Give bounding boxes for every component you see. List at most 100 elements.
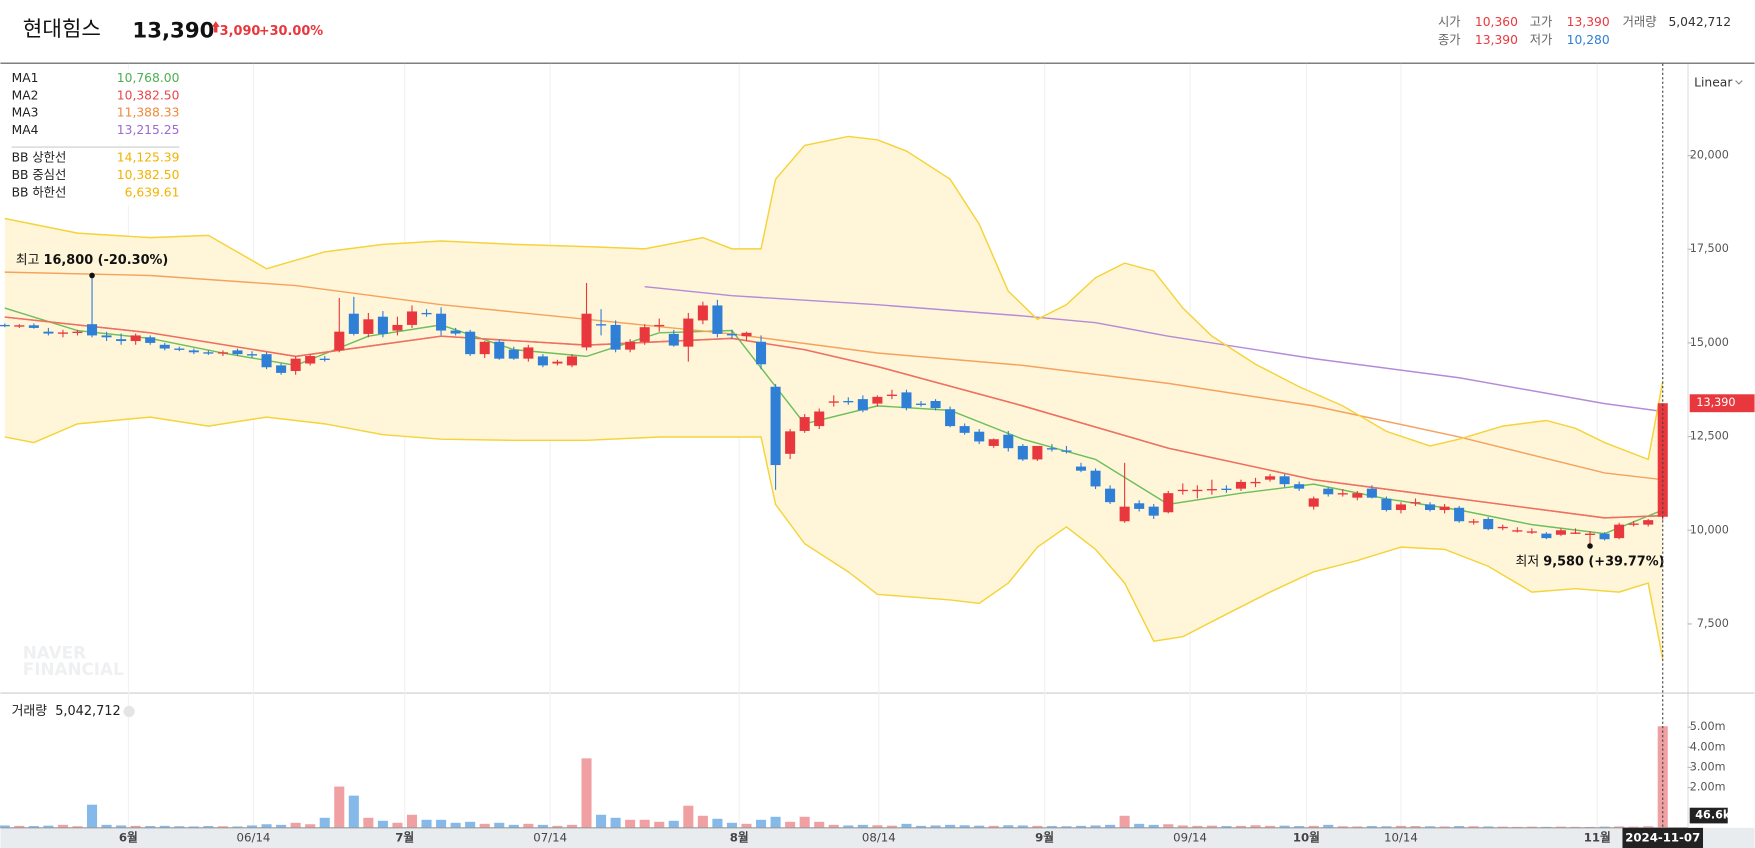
candle-body <box>43 331 54 334</box>
extreme-dot <box>1587 543 1593 549</box>
volume-bar <box>1454 826 1465 828</box>
volume-bar <box>145 826 156 828</box>
y-tick-label: 15,000 <box>1690 336 1729 349</box>
indicator-line <box>4 135 1664 461</box>
stat-label: 고가 <box>1530 15 1553 29</box>
scale-menu[interactable]: Linear <box>1694 75 1733 89</box>
candle-body <box>537 356 548 366</box>
indicator-line <box>644 285 1663 413</box>
stat-label: 종가 <box>1438 33 1461 47</box>
legend-value: 11,388.33 <box>117 106 180 120</box>
x-tick-label: 06/14 <box>237 830 271 844</box>
y-tick-label: 5.00m <box>1690 720 1726 733</box>
legend-value: 10,768.00 <box>117 71 180 85</box>
volume-bar <box>1148 824 1159 828</box>
volume-bar <box>0 825 10 828</box>
volume-bar <box>930 825 941 828</box>
candle-body <box>1570 532 1581 534</box>
volume-bar <box>915 825 927 828</box>
candle-body <box>1643 520 1654 525</box>
candle-body <box>915 403 927 405</box>
volume-bar <box>363 817 374 828</box>
legend-bg <box>4 69 187 206</box>
volume-bar <box>1061 826 1072 828</box>
legend-name: MA3 <box>12 106 39 120</box>
legend-name: BB 하한선 <box>12 186 67 200</box>
y-tick-label: 10,000 <box>1690 523 1729 536</box>
volume-bar <box>581 758 592 828</box>
legend-value: 10,382.50 <box>117 168 180 182</box>
volume-bar <box>494 822 505 828</box>
vol-tag-label: 46.6k <box>1695 809 1731 822</box>
volume-bar <box>450 822 461 828</box>
candle-body <box>348 313 359 334</box>
y-tick-label: 7,500 <box>1697 617 1729 630</box>
candle-body <box>1206 489 1217 491</box>
x-tick-label: 09/14 <box>1173 830 1207 844</box>
candle-body <box>1468 521 1479 523</box>
legend-value: 6,639.61 <box>125 186 180 200</box>
volume-bar <box>290 822 301 828</box>
legend: MA1 10,768.00 MA2 10,382.50 MA3 11,388.33 MA4 1… <box>4 69 187 206</box>
volume-bar <box>726 822 737 828</box>
volume-bar <box>1177 825 1188 828</box>
candle-body <box>654 324 665 327</box>
volume-bar <box>1366 826 1377 828</box>
candle-body <box>828 401 839 403</box>
stock-name: 현대힘스 <box>23 17 101 42</box>
candle-body <box>697 305 708 321</box>
candle-body <box>334 331 345 351</box>
candle-body <box>886 394 897 396</box>
candle-body <box>625 341 636 350</box>
volume-close[interactable] <box>123 705 135 718</box>
indicator-line <box>4 416 1664 660</box>
candle-body <box>145 337 156 343</box>
volume-bar <box>1294 826 1305 828</box>
volume-title: 거래량 <box>12 704 48 719</box>
y-tick-label: 12,500 <box>1690 430 1729 443</box>
x-tick-label: 07/14 <box>533 830 567 844</box>
candle-body <box>581 313 592 348</box>
candle-body <box>1381 498 1392 511</box>
x-tick-label: 6월 <box>119 830 138 844</box>
candle-body <box>87 324 98 336</box>
price-change-pct: +30.00% <box>259 24 323 39</box>
candle-body <box>566 356 578 366</box>
volume-bar <box>1163 824 1174 828</box>
volume-bar <box>1221 826 1232 828</box>
menu-chevron[interactable] <box>1735 80 1743 85</box>
candle-body <box>610 324 621 350</box>
candle-body <box>0 324 10 327</box>
y-tick-label: 2.00m <box>1690 781 1726 794</box>
volume-bar <box>1017 825 1028 828</box>
stat-value: 5,042,712 <box>1668 15 1731 29</box>
volume-bar <box>654 821 665 828</box>
volume-bar <box>348 795 359 828</box>
volume-bar <box>639 819 650 828</box>
x-tick-label: 10/14 <box>1384 830 1418 844</box>
candle-body <box>14 325 25 327</box>
volume-bar <box>57 824 68 828</box>
candle-body <box>1599 533 1610 540</box>
indicator-line <box>4 316 1663 519</box>
candle-body <box>988 439 999 446</box>
volume-bar <box>988 825 999 828</box>
volume-bar <box>610 817 621 828</box>
volume-bar <box>785 821 796 828</box>
candle-body <box>726 333 737 336</box>
candle-body <box>639 327 650 342</box>
volume-bar <box>1075 825 1087 828</box>
candle-body <box>1177 489 1188 492</box>
candle-body <box>392 324 403 331</box>
candle-body <box>72 331 83 334</box>
volume-bar <box>1352 826 1363 828</box>
candle-body <box>974 431 985 442</box>
y-tick-label: 20,000 <box>1690 149 1729 162</box>
x-tick-label: 08/14 <box>862 830 896 844</box>
indicator-line <box>4 307 1664 535</box>
volume-bar <box>1555 826 1566 828</box>
candle-body <box>232 350 243 355</box>
candle-body <box>363 319 374 334</box>
volume-bar <box>508 824 519 828</box>
